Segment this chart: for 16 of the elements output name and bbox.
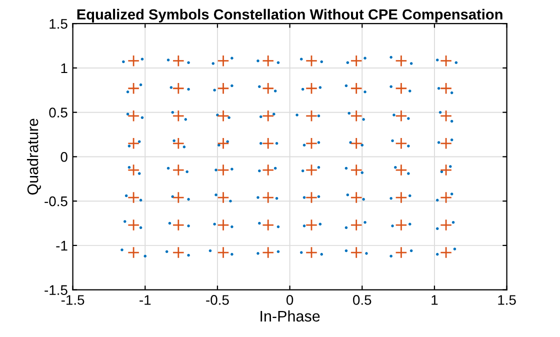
x-tick-label: 1.5 [498,295,516,305]
y-tick-label: 0.5 [49,108,68,118]
x-tick-label: 0.5 [353,295,372,305]
y-tick-label: -1 [56,240,68,250]
y-tick-label: 1 [61,63,68,73]
x-tick-label: 0 [286,295,294,305]
x-tick-label: 1 [432,295,438,305]
x-tick-label: -0.5 [206,295,229,305]
y-tick-label: -1.5 [44,285,68,295]
y-axis-title: Quadrature [26,118,41,195]
x-axis-title: In-Phase [260,310,320,322]
y-tick-label: 0 [60,152,68,162]
x-tick-label: -1 [140,295,151,305]
y-tick-label: -0.5 [44,196,68,206]
y-tick-label: 1.5 [50,19,68,29]
chart-title: Equalized Symbols Constellation Without CPE Compensation [77,8,502,22]
